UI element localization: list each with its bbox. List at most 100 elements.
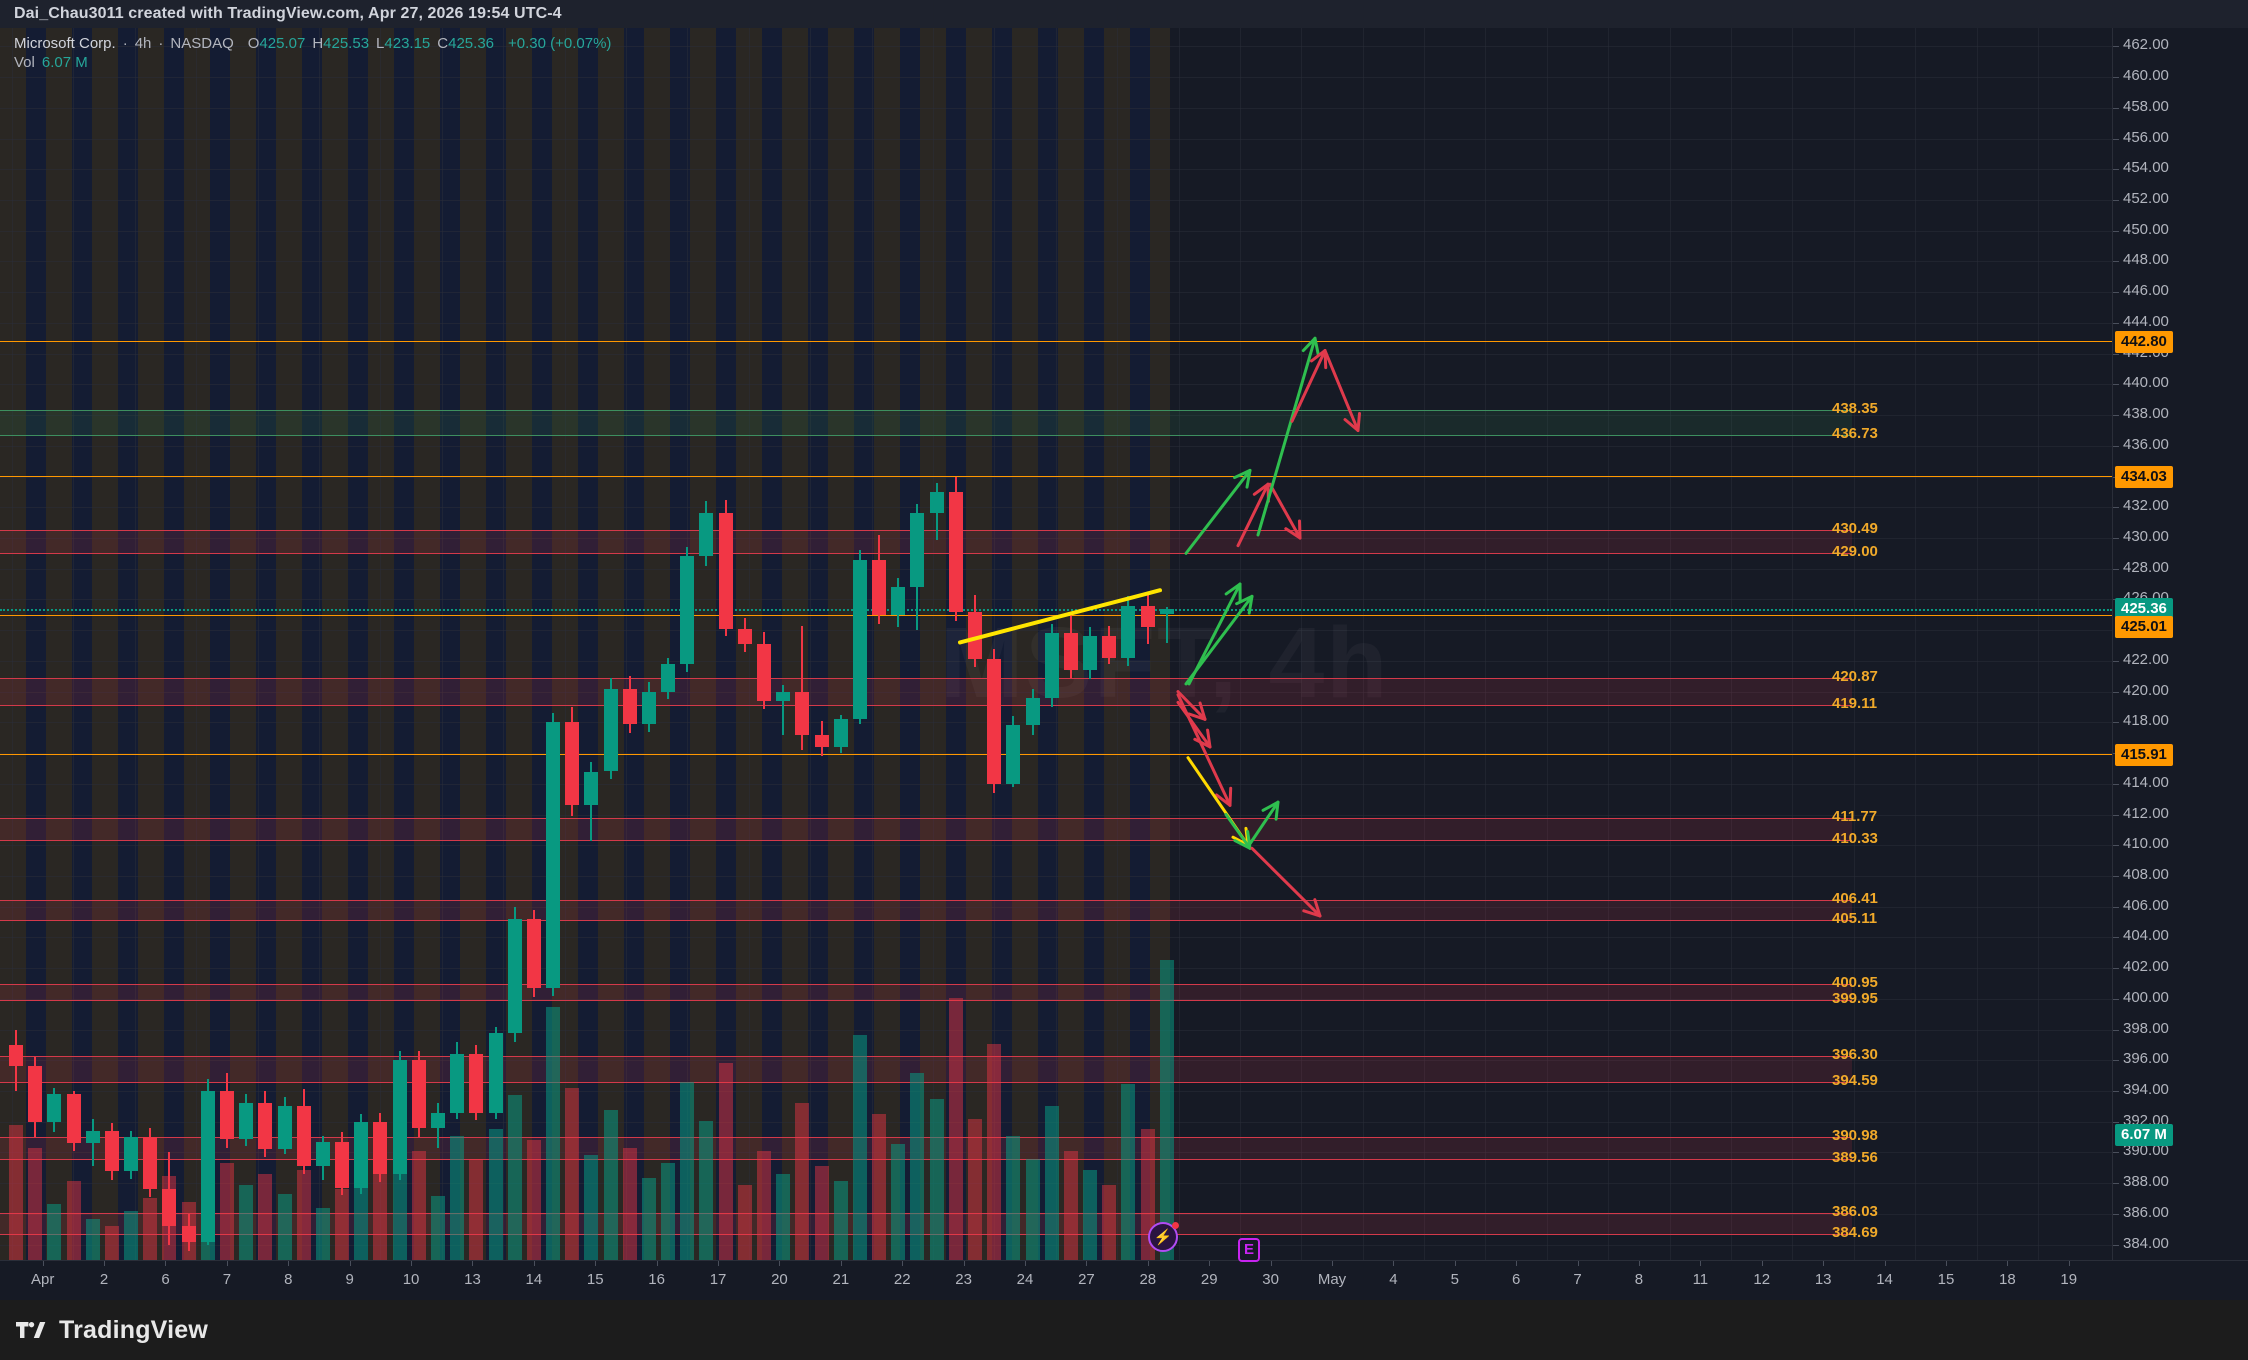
gridline-vertical xyxy=(380,28,381,1260)
price-level-label: 390.98 xyxy=(1832,1127,1878,1145)
volume-bar xyxy=(852,1035,867,1260)
session-regular xyxy=(874,28,900,1260)
time-tick-label: 10 xyxy=(402,1271,420,1288)
orange-level-line xyxy=(0,476,2112,478)
price-tick-label: 444.00 xyxy=(2123,312,2169,330)
time-tick-mark xyxy=(472,1261,473,1266)
price-tick-label: 420.00 xyxy=(2123,681,2169,699)
candle-body xyxy=(1102,636,1117,658)
candle-body xyxy=(814,734,829,747)
candle-body xyxy=(430,1112,445,1128)
price-tick-mark xyxy=(2113,446,2119,447)
time-tick-mark xyxy=(595,1261,596,1266)
candle-body xyxy=(622,688,637,724)
badge-price: 6.07 M xyxy=(2121,1126,2167,1144)
candle-body xyxy=(373,1121,388,1174)
chart-pane[interactable]: MSFT, 4h 438.35436.73430.49429.00420.874… xyxy=(0,28,2112,1260)
price-level-label: 405.11 xyxy=(1832,910,1878,928)
time-tick-mark xyxy=(1762,1261,1763,1266)
orange-level-line xyxy=(0,614,2112,616)
candle-body xyxy=(85,1130,100,1144)
price-tick-label: 438.00 xyxy=(2123,405,2169,423)
badge-price: 425.01 xyxy=(2121,617,2167,635)
price-tick-mark xyxy=(2113,169,2119,170)
gridline-vertical xyxy=(258,28,259,1260)
price-tick-label: 404.00 xyxy=(2123,927,2169,945)
volume-bar xyxy=(603,1110,618,1260)
time-axis[interactable]: Apr 2 6 7 8 9 10 13 14 15 16 17 20 21 22 23 24 27 28 29 30 Ma… xyxy=(0,1260,2248,1300)
candle-body xyxy=(776,691,791,701)
price-tick-label: 456.00 xyxy=(2123,128,2169,146)
candle-body xyxy=(1083,636,1098,671)
gridline-vertical xyxy=(1731,28,1732,1260)
time-tick-mark xyxy=(350,1261,351,1266)
price-level-label: 384.69 xyxy=(1832,1224,1878,1242)
price-level-label: 411.77 xyxy=(1832,808,1878,826)
session-extended xyxy=(72,28,92,1260)
time-tick-mark xyxy=(165,1261,166,1266)
time-tick-label: 16 xyxy=(648,1271,665,1288)
time-tick-label: Apr xyxy=(31,1271,55,1288)
earnings-marker[interactable]: E xyxy=(1238,1238,1260,1262)
session-extended xyxy=(900,28,920,1260)
resistance-line xyxy=(0,705,1852,707)
candle-body xyxy=(795,691,810,735)
time-tick-label: 18 xyxy=(1999,1271,2016,1288)
time-tick-label: 20 xyxy=(771,1271,788,1288)
session-regular xyxy=(506,28,532,1260)
resistance-line xyxy=(0,1055,1852,1057)
price-tick-label: 418.00 xyxy=(2123,712,2169,730)
candle-wick xyxy=(1165,606,1168,644)
time-tick-mark xyxy=(411,1261,412,1266)
gridline-vertical xyxy=(1301,28,1302,1260)
volume-bar xyxy=(411,1151,426,1260)
price-axis[interactable]: 462.00 460.00 458.00 456.00 454.00 452.00 450.… xyxy=(2112,28,2248,1260)
candle-body xyxy=(526,918,541,989)
session-extended xyxy=(716,28,736,1260)
volume-bar xyxy=(699,1121,714,1260)
volume-bar xyxy=(85,1218,100,1260)
candle-body xyxy=(718,513,733,629)
volume-bar xyxy=(776,1173,791,1260)
price-level-badge[interactable]: 434.03 xyxy=(2115,466,2173,489)
badge-price: 425.36 xyxy=(2121,600,2167,618)
price-tick-label: 406.00 xyxy=(2123,896,2169,914)
price-tick-mark xyxy=(2113,1030,2119,1031)
price-tick-mark xyxy=(2113,384,2119,385)
resistance-line xyxy=(0,1234,1852,1236)
price-level-badge[interactable]: 425.01 xyxy=(2115,615,2173,638)
price-level-label: 419.11 xyxy=(1832,695,1878,713)
price-level-label: 430.49 xyxy=(1832,520,1878,538)
candle-body xyxy=(833,719,848,747)
price-level-badge[interactable]: 6.07 M xyxy=(2115,1124,2173,1147)
session-extended xyxy=(624,28,644,1260)
volume-bar xyxy=(354,1177,369,1260)
session-extended xyxy=(118,28,138,1260)
gridline-vertical xyxy=(749,28,750,1260)
volume-bar xyxy=(1159,960,1174,1260)
time-tick-mark xyxy=(657,1261,658,1266)
time-tick-label: 24 xyxy=(1016,1271,1034,1288)
session-regular xyxy=(184,28,210,1260)
price-tick-label: 422.00 xyxy=(2123,650,2169,668)
session-extended xyxy=(210,28,230,1260)
time-tick-mark xyxy=(2069,1261,2070,1266)
price-tick-mark xyxy=(2113,815,2119,816)
price-level-badge[interactable]: 442.80 xyxy=(2115,331,2173,354)
price-tick-mark xyxy=(2113,231,2119,232)
candle-body xyxy=(737,628,752,644)
gridline-vertical xyxy=(1792,28,1793,1260)
volume-bar xyxy=(1102,1185,1117,1260)
time-tick-label: 7 xyxy=(1573,1271,1582,1288)
session-extended xyxy=(164,28,184,1260)
volume-bar xyxy=(1044,1106,1059,1260)
price-tick-label: 398.00 xyxy=(2123,1019,2169,1037)
gridline-vertical xyxy=(872,28,873,1260)
price-level-badge[interactable]: 415.91 xyxy=(2115,744,2173,767)
price-tick-label: 428.00 xyxy=(2123,558,2169,576)
price-tick-label: 412.00 xyxy=(2123,804,2169,822)
footer-bar: TradingView xyxy=(0,1300,2248,1360)
resistance-line xyxy=(0,553,1852,555)
candle-body xyxy=(200,1091,215,1242)
price-tick-mark xyxy=(2113,46,2119,47)
